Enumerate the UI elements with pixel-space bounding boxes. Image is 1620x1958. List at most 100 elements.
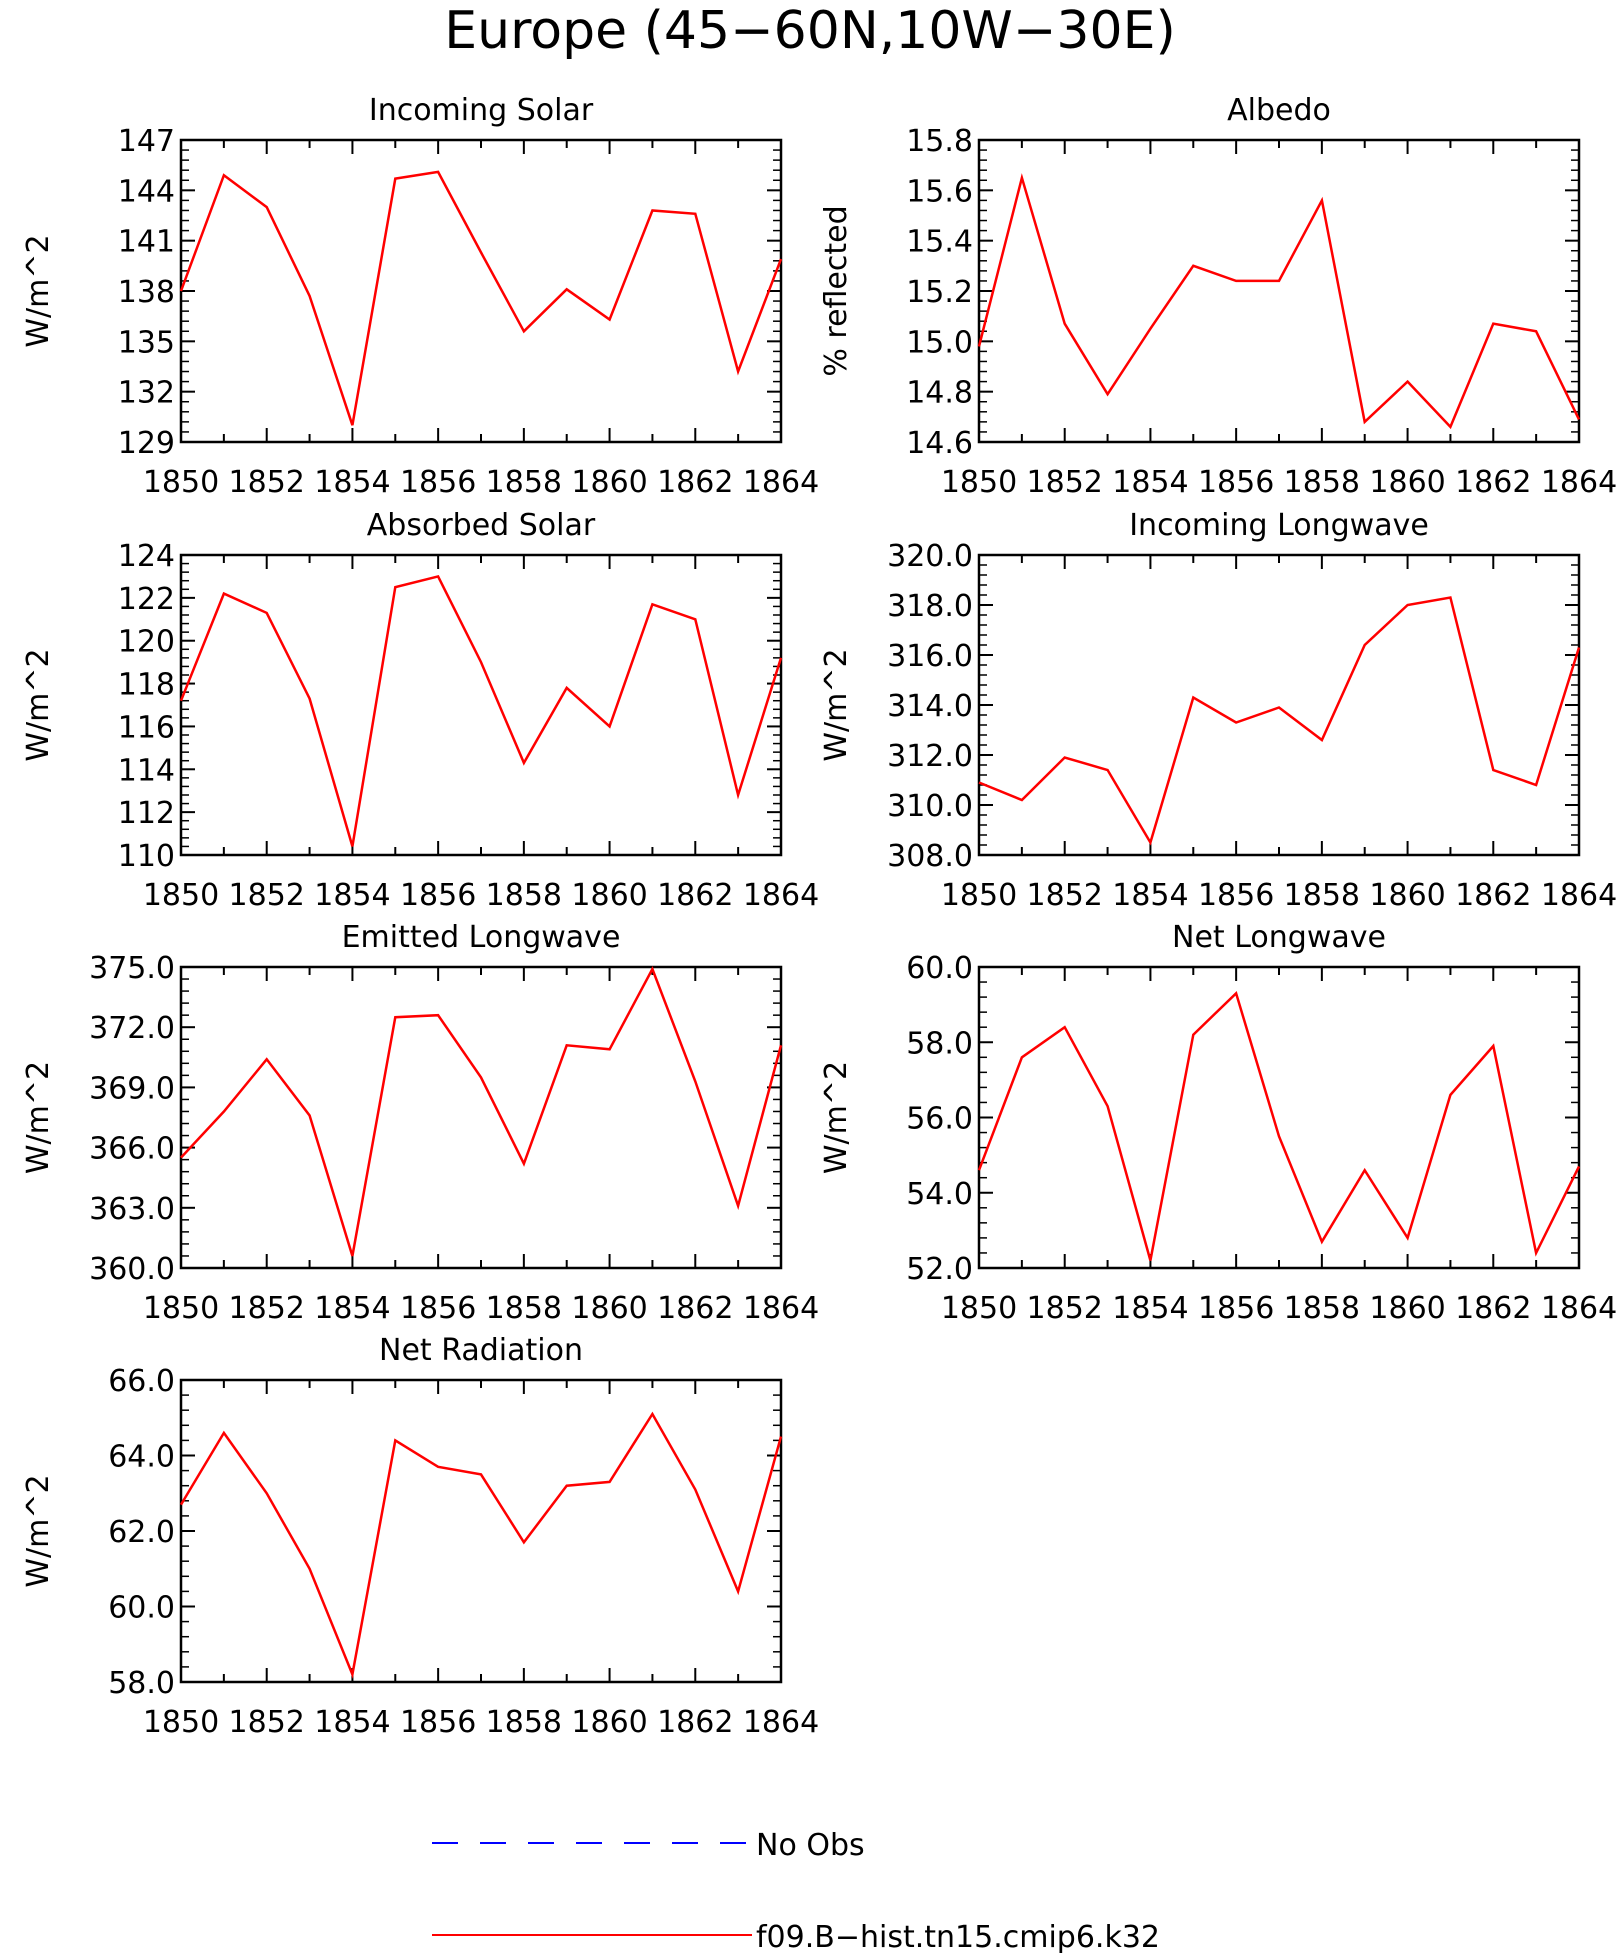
panel-title: Emitted Longwave xyxy=(342,920,621,955)
x-tick-label: 1864 xyxy=(743,878,819,913)
x-tick-label: 1854 xyxy=(1112,878,1188,913)
x-tick-label: 1852 xyxy=(1027,878,1103,913)
x-tick-label: 1860 xyxy=(1369,1291,1445,1326)
x-tick-label: 1862 xyxy=(1455,1291,1531,1326)
y-tick-label: 308.0 xyxy=(887,839,973,874)
y-tick-label: 314.0 xyxy=(887,689,973,724)
y-tick-label: 110 xyxy=(118,839,175,874)
y-axis-label: W/m^2 xyxy=(819,648,854,761)
y-tick-label: 124 xyxy=(118,539,175,574)
panel-title: Absorbed Solar xyxy=(367,508,596,543)
y-tick-label: 54.0 xyxy=(906,1177,973,1212)
x-tick-label: 1864 xyxy=(743,1705,819,1740)
x-tick-label: 1860 xyxy=(1369,878,1445,913)
y-tick-label: 15.8 xyxy=(906,124,973,159)
legend-obs-label: No Obs xyxy=(756,1828,865,1863)
plot-frame xyxy=(179,553,783,857)
x-tick-label: 1852 xyxy=(229,465,305,500)
legend: No Obs f09.B−hist.tn15.cmip6.k32 xyxy=(432,1828,1160,1955)
y-tick-label: 132 xyxy=(118,376,175,411)
y-tick-label: 129 xyxy=(118,426,175,461)
x-tick-label: 1852 xyxy=(1027,1291,1103,1326)
y-tick-label: 15.4 xyxy=(906,225,973,260)
x-tick-label: 1864 xyxy=(1541,1291,1617,1326)
y-tick-label: 320.0 xyxy=(887,539,973,574)
plot-frame xyxy=(977,138,1581,444)
y-axis-label: W/m^2 xyxy=(21,234,56,347)
x-tick-label: 1862 xyxy=(657,1705,733,1740)
x-tick-label: 1858 xyxy=(1284,465,1360,500)
x-tick-label: 1864 xyxy=(1541,465,1617,500)
figure-title: Europe (45−60N,10W−30E) xyxy=(444,1,1175,61)
y-tick-label: 316.0 xyxy=(887,639,973,674)
panel-5: 1850 1852 1854 1856 1858 1860 1862 1864 360.0 363… xyxy=(21,920,819,1326)
x-tick-label: 1850 xyxy=(143,1705,219,1740)
series-line xyxy=(179,574,783,847)
y-axis-label: % reflected xyxy=(819,205,854,376)
x-tick-label: 1850 xyxy=(143,878,219,913)
y-tick-label: 312.0 xyxy=(887,739,973,774)
y-tick-label: 15.0 xyxy=(906,325,973,360)
y-tick-label: 62.0 xyxy=(108,1515,175,1550)
panel-6: 1850 1852 1854 1856 1858 1860 1862 1864 52.0 54.0… xyxy=(819,920,1617,1326)
x-tick-label: 1862 xyxy=(1455,465,1531,500)
y-tick-label: 135 xyxy=(118,325,175,360)
y-tick-label: 60.0 xyxy=(108,1591,175,1626)
x-tick-label: 1850 xyxy=(143,465,219,500)
series-line xyxy=(977,173,1581,430)
x-tick-label: 1852 xyxy=(229,1705,305,1740)
series-line xyxy=(179,170,783,426)
x-tick-label: 1856 xyxy=(1198,465,1274,500)
x-tick-label: 1858 xyxy=(1284,1291,1360,1326)
y-axis-label: W/m^2 xyxy=(21,648,56,761)
series-line xyxy=(977,990,1581,1261)
x-tick-label: 1850 xyxy=(941,465,1017,500)
y-tick-label: 363.0 xyxy=(89,1192,175,1227)
x-tick-label: 1856 xyxy=(1198,1291,1274,1326)
y-tick-label: 112 xyxy=(118,796,175,831)
x-tick-label: 1862 xyxy=(657,1291,733,1326)
y-tick-label: 52.0 xyxy=(906,1252,973,1287)
x-tick-label: 1856 xyxy=(400,878,476,913)
y-tick-label: 114 xyxy=(118,753,175,788)
panel-title: Net Radiation xyxy=(379,1333,583,1368)
x-tick-label: 1854 xyxy=(1112,1291,1188,1326)
series-line xyxy=(180,965,783,1257)
plot-frame xyxy=(179,1378,783,1684)
plot-frame xyxy=(977,965,1581,1270)
y-tick-label: 141 xyxy=(118,225,175,260)
y-tick-label: 60.0 xyxy=(906,951,973,986)
x-tick-label: 1858 xyxy=(1284,878,1360,913)
panel-1: 1850 1852 1854 1856 1858 1860 1862 1864 129 132 13… xyxy=(21,93,819,500)
y-tick-label: 138 xyxy=(118,275,175,310)
x-tick-label: 1854 xyxy=(314,465,390,500)
x-tick-label: 1862 xyxy=(657,878,733,913)
x-tick-label: 1864 xyxy=(743,465,819,500)
x-tick-label: 1856 xyxy=(400,465,476,500)
panels: 1850 1852 1854 1856 1858 1860 1862 1864 129 132 13… xyxy=(21,93,1617,1740)
y-tick-label: 64.0 xyxy=(108,1440,175,1475)
y-tick-label: 369.0 xyxy=(89,1071,175,1106)
x-tick-label: 1854 xyxy=(314,1291,390,1326)
x-tick-label: 1850 xyxy=(143,1291,219,1326)
x-tick-label: 1858 xyxy=(486,1291,562,1326)
y-tick-label: 56.0 xyxy=(906,1102,973,1137)
x-tick-label: 1850 xyxy=(941,878,1017,913)
x-tick-label: 1860 xyxy=(571,878,647,913)
x-tick-label: 1862 xyxy=(1455,878,1531,913)
panel-title: Albedo xyxy=(1227,93,1331,128)
y-tick-label: 118 xyxy=(118,668,175,703)
y-tick-label: 14.8 xyxy=(906,376,973,411)
plot-frame xyxy=(179,965,783,1270)
y-axis-label: W/m^2 xyxy=(21,1061,56,1174)
x-tick-label: 1852 xyxy=(229,878,305,913)
y-tick-label: 360.0 xyxy=(89,1252,175,1287)
y-tick-label: 15.6 xyxy=(906,174,973,209)
x-tick-label: 1860 xyxy=(1369,465,1445,500)
y-tick-label: 120 xyxy=(118,625,175,660)
x-tick-label: 1850 xyxy=(941,1291,1017,1326)
x-tick-label: 1860 xyxy=(571,465,647,500)
y-tick-label: 116 xyxy=(118,710,175,745)
y-tick-label: 14.6 xyxy=(906,426,973,461)
